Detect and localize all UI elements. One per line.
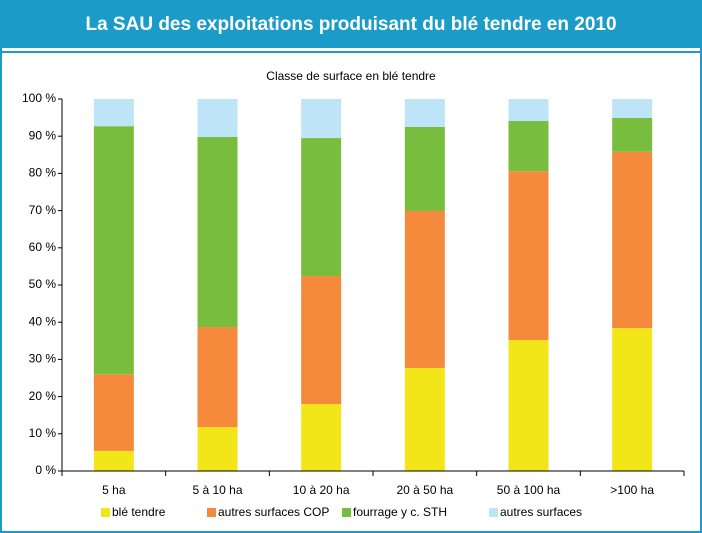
bar-segment (612, 328, 653, 471)
legend-swatch (101, 508, 110, 517)
bar-segment (197, 427, 238, 471)
y-tick-label: 40 % (29, 314, 57, 328)
y-tick-label: 90 % (29, 128, 57, 142)
bar-segment (93, 126, 134, 375)
x-tick-label: 50 à 100 ha (497, 483, 561, 497)
bar-segment (508, 171, 549, 341)
bar-segment (197, 327, 238, 428)
y-tick-label: 80 % (29, 166, 57, 180)
y-tick-label: 70 % (29, 203, 57, 217)
bar-segment (404, 367, 445, 471)
bar-segment (301, 138, 342, 277)
legend-label: fourrage y c. STH (353, 505, 447, 519)
title-banner (0, 0, 702, 48)
bar-segment (93, 99, 134, 127)
chart-title: La SAU des exploitations produisant du b… (85, 14, 616, 35)
x-tick-label: 5 à 10 ha (192, 483, 242, 497)
bar-segment (301, 404, 342, 471)
bar-segment (612, 117, 653, 152)
y-tick-label: 30 % (29, 352, 57, 366)
x-tick-label: 5 ha (102, 483, 126, 497)
bar-segment (93, 450, 134, 471)
bar-segment (508, 99, 549, 121)
bar-segment (404, 99, 445, 127)
bar-segment (197, 136, 238, 328)
y-tick-label: 100 % (22, 91, 56, 105)
bar-segment (301, 99, 342, 139)
bar-segment (404, 126, 445, 211)
y-tick-label: 0 % (35, 463, 56, 477)
y-tick-label: 20 % (29, 389, 57, 403)
bar-segment (404, 210, 445, 368)
subtitle: Classe de surface en blé tendre (266, 69, 436, 83)
legend-swatch (207, 508, 216, 517)
y-tick-label: 60 % (29, 240, 57, 254)
x-tick-label: >100 ha (610, 483, 654, 497)
legend-label: blé tendre (112, 505, 166, 519)
bar-segment (93, 374, 134, 451)
legend-label: autres surfaces COP (218, 505, 329, 519)
bar-segment (612, 151, 653, 329)
bar-segment (197, 99, 238, 137)
x-tick-label: 10 à 20 ha (293, 483, 350, 497)
bar-segment (508, 340, 549, 471)
bar-segment (612, 99, 653, 118)
legend-swatch (489, 508, 498, 517)
legend-swatch (342, 508, 351, 517)
y-tick-label: 50 % (29, 277, 57, 291)
bar-segment (508, 120, 549, 172)
bar-segment (301, 276, 342, 405)
legend-label: autres surfaces (500, 505, 582, 519)
x-tick-label: 20 à 50 ha (396, 483, 453, 497)
y-tick-label: 10 % (29, 426, 57, 440)
